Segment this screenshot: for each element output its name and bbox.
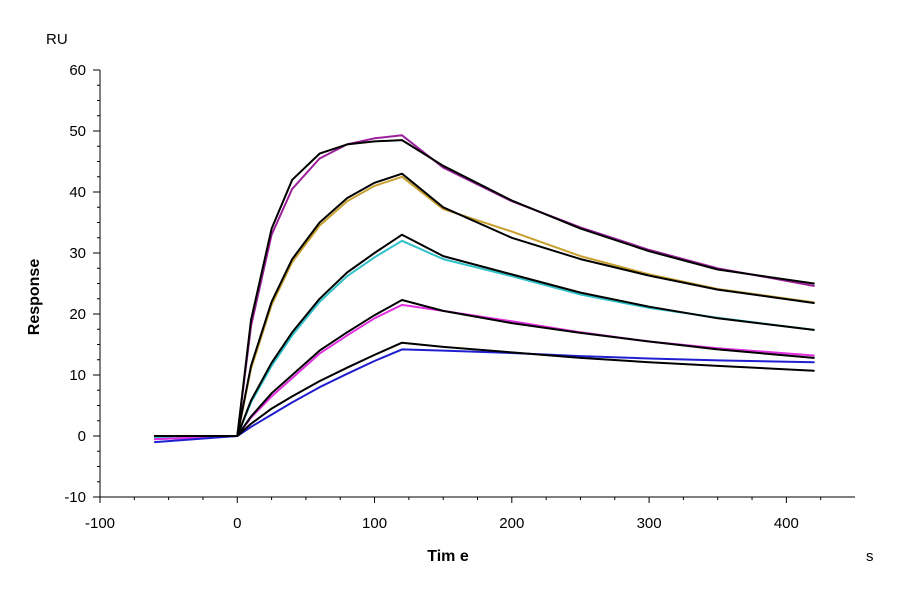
- x-axis-title: Tim e: [427, 548, 469, 565]
- fit-curve: [153, 341, 815, 437]
- x-tick-label: 100: [362, 515, 387, 532]
- y-tick-label: 50: [69, 123, 86, 140]
- x-tick-label: 400: [774, 515, 799, 532]
- fit-curve: [153, 299, 815, 437]
- fit-curve: [153, 233, 815, 437]
- x-tick-label: 300: [637, 515, 662, 532]
- x-tick-label: 200: [499, 515, 524, 532]
- response-curve: [153, 348, 815, 444]
- response-curve: [153, 239, 815, 439]
- fit-curve: [153, 172, 815, 437]
- x-unit-label: s: [866, 548, 874, 565]
- response-curve: [153, 134, 815, 441]
- y-tick-label: 60: [69, 62, 86, 79]
- x-tick-label: 0: [233, 515, 241, 532]
- y-tick-label: 40: [69, 184, 86, 201]
- y-tick-label: 30: [69, 245, 86, 262]
- y-tick-label: 0: [78, 428, 86, 445]
- fit-curve: [153, 139, 815, 437]
- response-curve: [153, 303, 815, 441]
- y-tick-label: -10: [64, 489, 86, 506]
- series-layer: [153, 134, 815, 444]
- y-tick-label: 10: [69, 367, 86, 384]
- y-unit-label: RU: [46, 31, 68, 48]
- x-tick-label: -100: [85, 515, 115, 532]
- y-axis-title: Response: [26, 259, 43, 336]
- y-tick-label: 20: [69, 306, 86, 323]
